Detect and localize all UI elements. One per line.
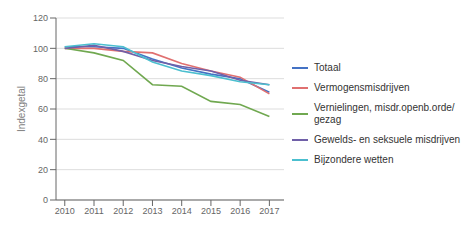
svg-text:2017: 2017: [259, 206, 279, 216]
svg-text:Indexgetal: Indexgetal: [16, 86, 27, 132]
svg-text:2015: 2015: [201, 206, 221, 216]
svg-text:80: 80: [38, 74, 48, 84]
svg-text:100: 100: [33, 44, 48, 54]
svg-text:40: 40: [38, 135, 48, 145]
svg-text:2011: 2011: [84, 206, 103, 216]
svg-text:0: 0: [43, 195, 48, 205]
svg-text:2014: 2014: [172, 206, 192, 216]
svg-text:2013: 2013: [142, 206, 162, 216]
html-text:Bijzondere wetten: Bijzondere wetten: [314, 154, 394, 165]
html-text:Vermogensmisdrijven: Vermogensmisdrijven: [314, 82, 410, 93]
html-text:Gewelds- en seksuele misdrijve: Gewelds- en seksuele misdrijven: [314, 134, 461, 145]
html-text:Vernielingen, misdr.openb.orde: Vernielingen, misdr.openb.orde/ gezag: [314, 102, 455, 125]
svg-text:2012: 2012: [113, 206, 133, 216]
html-text:Totaal: Totaal: [314, 62, 341, 73]
svg-text:120: 120: [33, 13, 48, 23]
svg-text:2016: 2016: [230, 206, 250, 216]
svg-text:2010: 2010: [55, 206, 75, 216]
svg-text:20: 20: [38, 165, 48, 175]
svg-text:60: 60: [38, 104, 48, 114]
